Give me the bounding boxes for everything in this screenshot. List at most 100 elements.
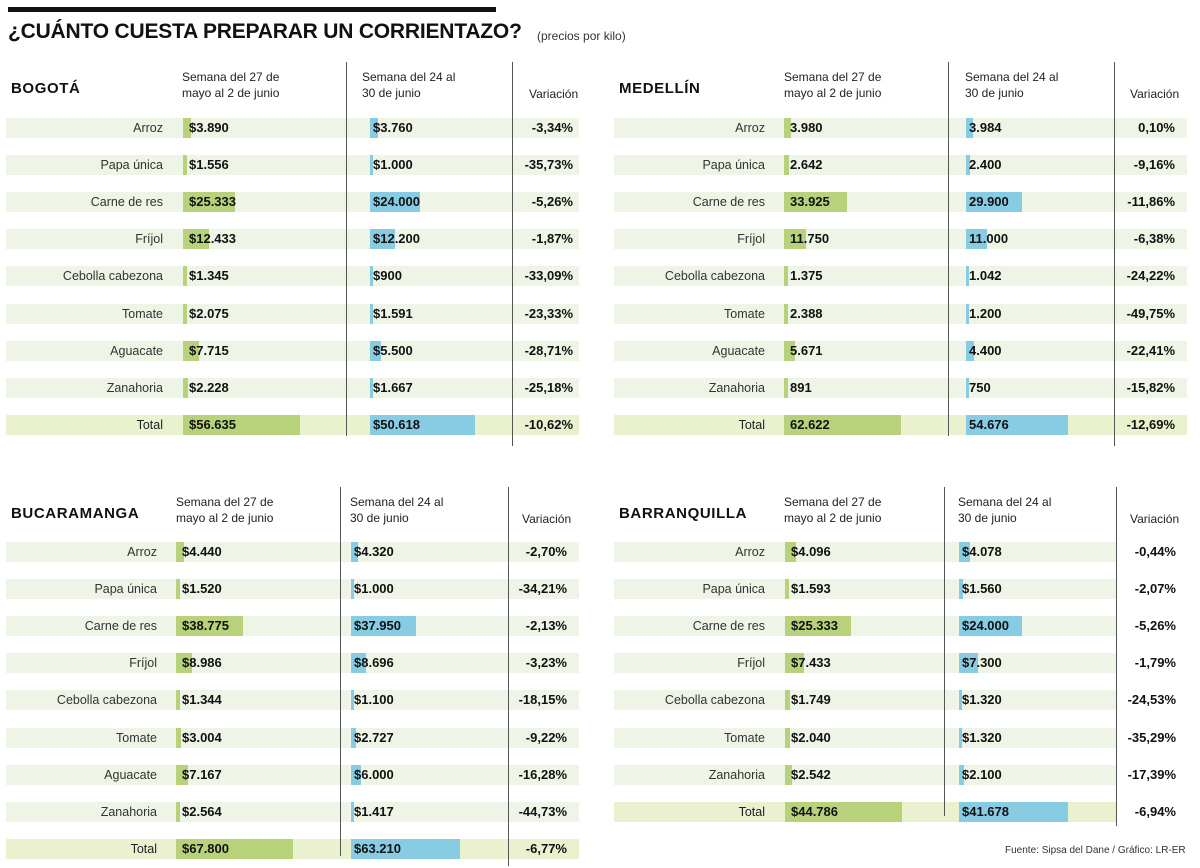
bar-week2 [966, 192, 1022, 212]
bar-week2 [959, 542, 970, 562]
table-row: Carne de res $38.775 $37.950 -2,13% [6, 616, 579, 636]
bar-week1 [784, 155, 789, 175]
variation-value: -2,70% [525, 544, 567, 559]
column-separator [1114, 62, 1115, 446]
variation-value: -5,26% [531, 194, 573, 209]
bar-week1 [176, 579, 180, 599]
variation-value: -1,87% [531, 231, 573, 246]
value-week2: $63.210 [354, 841, 401, 856]
variation-value: -12,69% [1126, 417, 1175, 432]
variation-value: -44,73% [518, 804, 567, 819]
table-row: Cebolla cabezona 1.375 1.042 -24,22% [614, 266, 1187, 286]
variation-value: -24,53% [1127, 692, 1176, 707]
column-separator [346, 62, 347, 436]
bar-week2 [370, 378, 373, 398]
product-label: Fríjol [129, 656, 157, 670]
bar-week1 [183, 229, 209, 249]
value-week1: $38.775 [182, 618, 229, 633]
variation-value: -28,71% [524, 343, 573, 358]
variation-value: -6,94% [1134, 804, 1176, 819]
column-header-week2: Semana del 24 al 30 de junio [350, 495, 444, 525]
variation-value: -18,15% [518, 692, 567, 707]
table-row: Carne de res 33.925 29.900 -11,86% [614, 192, 1187, 212]
bar-week1 [176, 690, 180, 710]
product-label: Carne de res [90, 195, 163, 209]
bar-week1 [784, 415, 901, 435]
product-label: Carne de res [692, 619, 765, 633]
table-row: Papa única $1.593 $1.560 -2,07% [614, 579, 1176, 599]
product-label: Arroz [127, 545, 157, 559]
value-week1: $3.890 [189, 120, 229, 135]
column-separator [340, 487, 341, 856]
variation-value: -6,77% [525, 841, 567, 856]
total-row: Total 62.622 54.676 -12,69% [614, 415, 1187, 435]
bar-week1 [176, 765, 188, 785]
value-week1: 1.375 [790, 268, 823, 283]
product-label: Carne de res [84, 619, 157, 633]
product-label: Tomate [724, 307, 765, 321]
value-week2: $4.078 [962, 544, 1002, 559]
value-week1: 62.622 [790, 417, 830, 432]
variation-value: -24,22% [1126, 268, 1175, 283]
value-week2: $1.591 [373, 306, 413, 321]
bar-week1 [183, 118, 191, 138]
value-week1: $25.333 [189, 194, 236, 209]
product-label: Aguacate [712, 344, 765, 358]
bar-week1 [785, 616, 851, 636]
value-week2: $1.000 [373, 157, 413, 172]
value-week2: $50.618 [373, 417, 420, 432]
column-separator [512, 62, 513, 446]
bar-week1 [176, 616, 243, 636]
bar-week2 [370, 118, 378, 138]
value-week2: $1.320 [962, 692, 1002, 707]
product-label: Total [738, 418, 765, 432]
product-label: Total [738, 805, 765, 819]
variation-value: -6,38% [1133, 231, 1175, 246]
bar-week1 [784, 341, 795, 361]
product-label: Tomate [724, 731, 765, 745]
bar-week1 [183, 155, 187, 175]
bar-week1 [183, 378, 188, 398]
product-label: Total [136, 418, 163, 432]
product-label: Arroz [735, 545, 765, 559]
value-week2: 3.984 [969, 120, 1002, 135]
product-label: Papa única [100, 158, 163, 172]
value-week2: 1.200 [969, 306, 1002, 321]
product-label: Papa única [702, 158, 765, 172]
table-row: Arroz 3.980 3.984 0,10% [614, 118, 1187, 138]
bar-week2 [370, 266, 373, 286]
bar-week2 [370, 155, 373, 175]
bar-week1 [784, 266, 788, 286]
bar-week1 [176, 839, 293, 859]
value-week1: $4.096 [791, 544, 831, 559]
table-row: Zanahoria 891 750 -15,82% [614, 378, 1187, 398]
product-label: Zanahoria [708, 768, 765, 782]
table-row: Carne de res $25.333 $24.000 -5,26% [614, 616, 1176, 636]
bar-week1 [785, 653, 804, 673]
column-header-variation: Variación [522, 512, 572, 526]
product-label: Fríjol [737, 656, 765, 670]
bar-week2 [370, 304, 373, 324]
bar-week2 [351, 728, 356, 748]
value-week1: $7.433 [791, 655, 831, 670]
bar-week2 [966, 341, 974, 361]
table-row: Fríjol $8.986 $8.696 -3,23% [6, 653, 579, 673]
value-week2: $4.320 [354, 544, 394, 559]
bar-week2 [959, 616, 1022, 636]
bar-week1 [785, 690, 790, 710]
column-header-variation: Variación [1130, 87, 1180, 101]
product-label: Carne de res [692, 195, 765, 209]
table-row: Zanahoria $2.564 $1.417 -44,73% [6, 802, 579, 822]
variation-value: -3,23% [525, 655, 567, 670]
value-week1: 5.671 [790, 343, 823, 358]
value-week2: $1.417 [354, 804, 394, 819]
table-row: Arroz $3.890 $3.760 -3,34% [6, 118, 579, 138]
value-week1: $1.556 [189, 157, 229, 172]
column-separator [508, 487, 509, 866]
table-row: Fríjol $12.433 $12.200 -1,87% [6, 229, 579, 249]
variation-value: -15,82% [1126, 380, 1175, 395]
value-week1: $1.520 [182, 581, 222, 596]
bar-week1 [183, 266, 187, 286]
value-week2: $2.100 [962, 767, 1002, 782]
city-title: BUCARAMANGA [11, 505, 140, 522]
